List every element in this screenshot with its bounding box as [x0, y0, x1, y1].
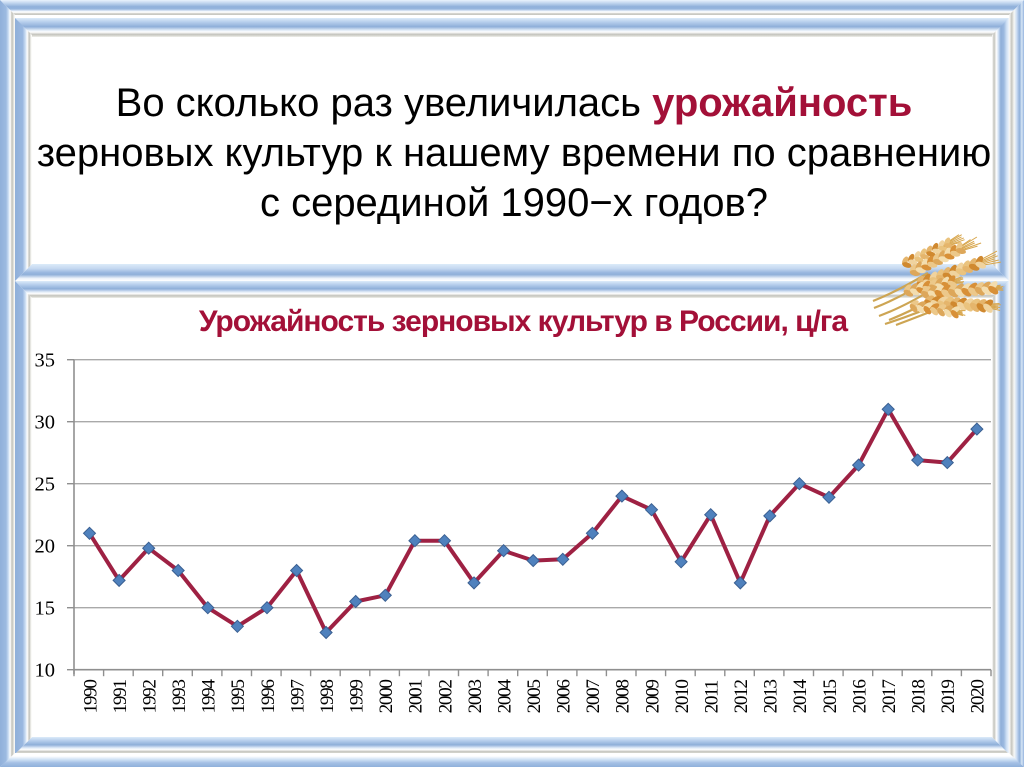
svg-text:1993: 1993 [169, 680, 190, 714]
svg-text:1994: 1994 [199, 679, 220, 714]
svg-text:2010: 2010 [672, 680, 693, 714]
svg-text:1995: 1995 [228, 680, 249, 714]
svg-text:1997: 1997 [287, 679, 308, 714]
svg-text:2017: 2017 [879, 679, 900, 714]
svg-text:1998: 1998 [317, 680, 338, 714]
svg-text:2008: 2008 [613, 680, 634, 714]
svg-text:2018: 2018 [909, 680, 930, 714]
svg-text:25: 25 [35, 474, 56, 496]
svg-text:2015: 2015 [820, 680, 841, 714]
svg-text:2009: 2009 [642, 680, 663, 714]
svg-text:2006: 2006 [554, 679, 575, 714]
svg-text:30: 30 [35, 412, 56, 434]
svg-text:1992: 1992 [140, 680, 161, 714]
svg-text:2001: 2001 [406, 680, 427, 714]
svg-text:1990: 1990 [80, 680, 101, 714]
svg-text:35: 35 [35, 350, 56, 372]
svg-text:2013: 2013 [761, 680, 782, 714]
svg-text:2002: 2002 [435, 680, 456, 714]
svg-text:2012: 2012 [731, 680, 752, 714]
svg-text:20: 20 [35, 536, 56, 558]
svg-text:2003: 2003 [465, 680, 486, 714]
svg-text:1996: 1996 [258, 679, 279, 714]
svg-text:2019: 2019 [938, 680, 959, 714]
svg-text:1991: 1991 [110, 680, 131, 714]
svg-text:10: 10 [35, 660, 56, 682]
svg-text:2016: 2016 [849, 679, 870, 714]
svg-text:1999: 1999 [347, 680, 368, 714]
svg-text:15: 15 [35, 598, 56, 620]
svg-text:2005: 2005 [524, 680, 545, 714]
svg-text:2020: 2020 [968, 680, 989, 714]
svg-text:2011: 2011 [702, 680, 723, 713]
svg-text:2014: 2014 [790, 679, 811, 714]
svg-text:2007: 2007 [583, 679, 604, 714]
svg-text:2000: 2000 [376, 680, 397, 714]
svg-text:2004: 2004 [494, 679, 515, 714]
